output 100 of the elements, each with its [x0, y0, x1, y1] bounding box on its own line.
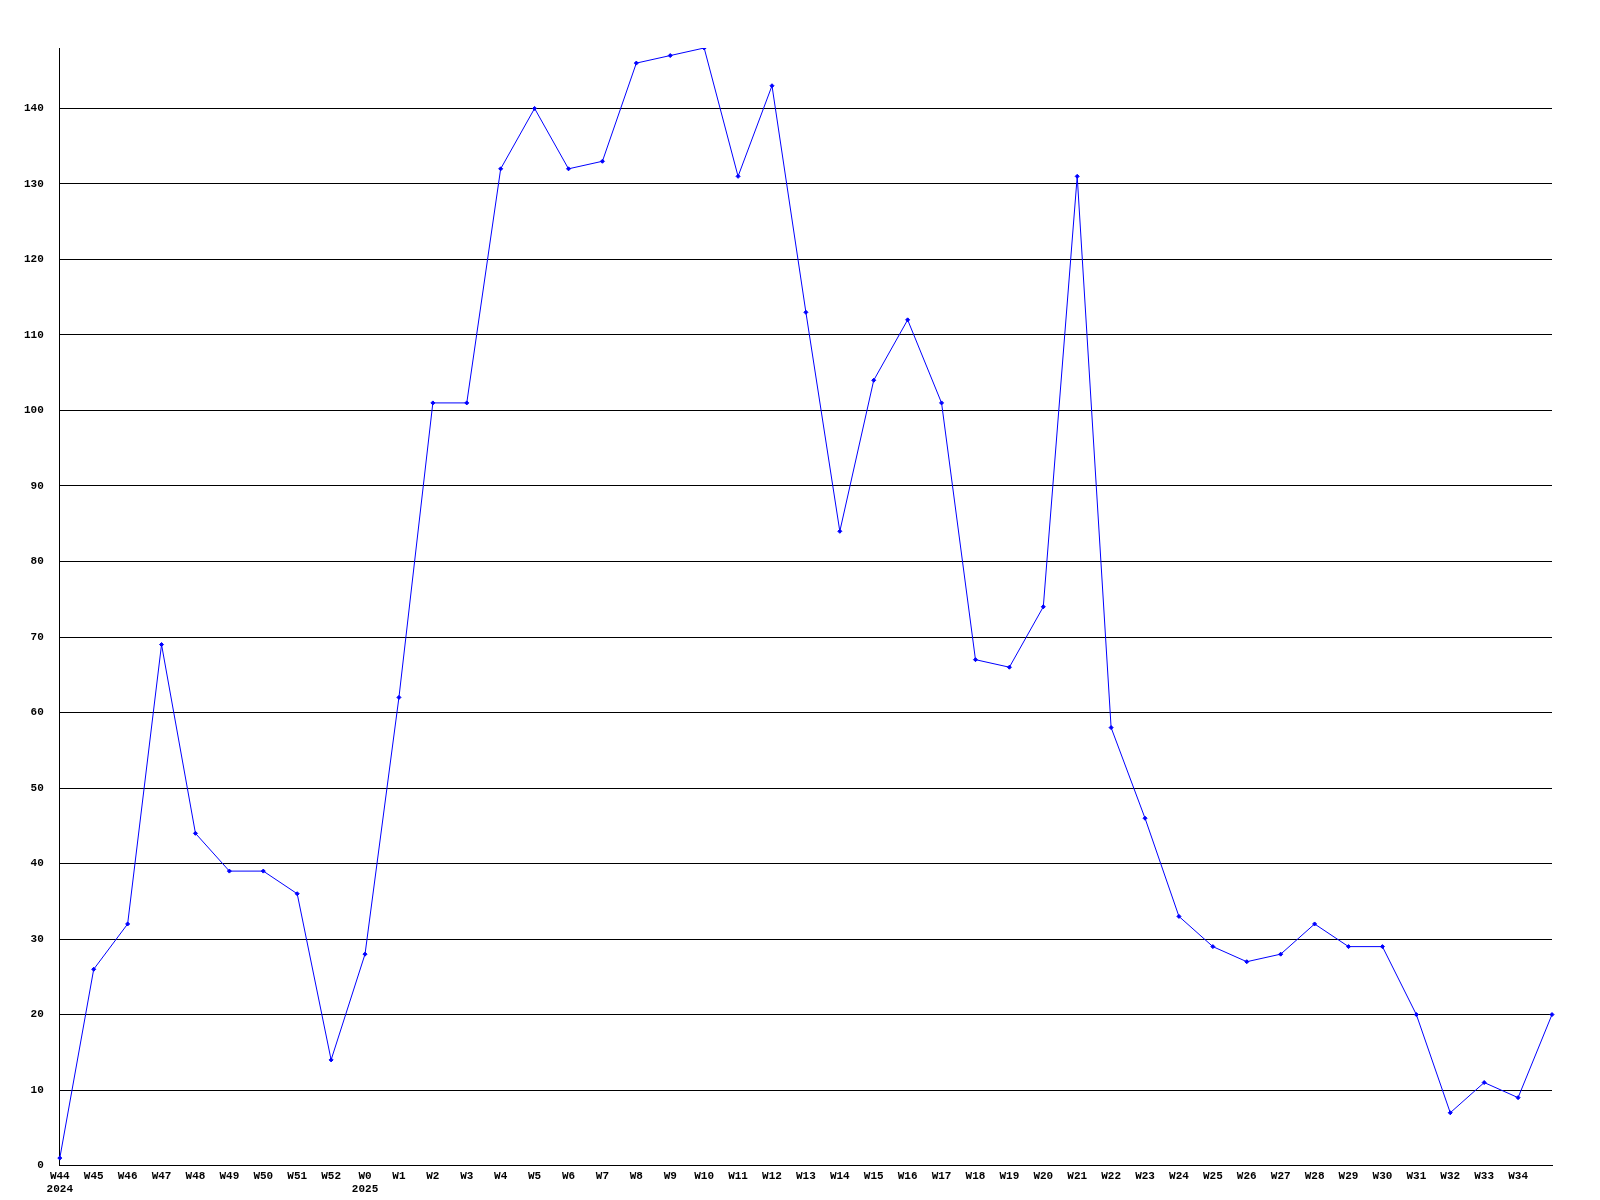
x-tick-label: W19	[999, 1169, 1020, 1182]
x-tick-label: W18	[965, 1169, 986, 1182]
x-tick-label: W21	[1067, 1169, 1088, 1182]
point	[57, 1155, 63, 1161]
point	[972, 657, 978, 663]
x-tick-label: W50	[253, 1169, 274, 1182]
x-tick-label: W27	[1270, 1169, 1291, 1182]
point	[464, 400, 470, 406]
point	[633, 60, 639, 66]
point	[735, 173, 741, 179]
point	[837, 528, 843, 534]
x-tick-label: W44 2024	[46, 1169, 74, 1196]
x-tick-label: W13	[796, 1169, 817, 1182]
x-tick-label: W23	[1135, 1169, 1156, 1182]
point	[939, 400, 945, 406]
x-tick-label: W0 2025	[351, 1169, 379, 1196]
x-tick-label: W8	[629, 1169, 644, 1182]
point	[1515, 1095, 1521, 1101]
y-tick-label: 10	[30, 1083, 44, 1096]
point	[1549, 1012, 1555, 1018]
x-tick-label: W10	[694, 1169, 715, 1182]
point	[91, 966, 97, 972]
point	[1379, 944, 1385, 950]
point	[1481, 1080, 1487, 1086]
y-tick-label: 40	[30, 857, 44, 870]
x-tick-label: W11	[728, 1169, 749, 1182]
x-tick-label: W26	[1236, 1169, 1257, 1182]
x-tick-label: W3	[460, 1169, 474, 1182]
point	[599, 158, 605, 164]
point	[1176, 913, 1182, 919]
x-tick-label: W33	[1474, 1169, 1495, 1182]
point	[498, 166, 504, 172]
y-tick-label: 110	[23, 328, 44, 341]
y-tick-label: 100	[23, 404, 44, 417]
x-tick-label: W2	[426, 1169, 440, 1182]
y-tick-label: 140	[23, 102, 44, 115]
point	[362, 951, 368, 957]
point	[159, 642, 165, 648]
point	[1447, 1110, 1453, 1116]
y-tick-label: 90	[30, 479, 44, 492]
point	[1074, 173, 1080, 179]
point	[1346, 944, 1352, 950]
y-tick-label: 130	[23, 177, 44, 190]
x-tick-label: W46	[117, 1169, 138, 1182]
x-tick-label: W47	[151, 1169, 172, 1182]
y-tick-label: 20	[30, 1008, 44, 1021]
x-tick-label: W32	[1440, 1169, 1461, 1182]
point	[566, 166, 572, 172]
x-tick-label: W14	[829, 1169, 851, 1182]
y-tick-label: 0	[37, 1159, 44, 1172]
x-tick-label: W22	[1101, 1169, 1122, 1182]
point	[192, 830, 198, 836]
point	[125, 921, 131, 927]
x-tick-label: W51	[287, 1169, 308, 1182]
x-tick-label: W6	[561, 1169, 576, 1182]
x-tick-label: W49	[219, 1169, 240, 1182]
x-tick-label: W30	[1372, 1169, 1393, 1182]
point	[430, 400, 436, 406]
point	[769, 83, 775, 89]
point	[396, 694, 402, 700]
x-tick-label: W45	[83, 1169, 105, 1182]
point	[1278, 951, 1284, 957]
point	[294, 891, 300, 897]
point	[260, 868, 266, 874]
point	[1006, 664, 1012, 670]
point	[328, 1057, 334, 1063]
x-tick-label: W28	[1304, 1169, 1325, 1182]
y-tick-label: 70	[30, 630, 44, 643]
y-tick-label: 120	[23, 253, 44, 266]
x-tick-label: W17	[931, 1169, 952, 1182]
point	[1244, 959, 1250, 965]
x-tick-label: W52	[321, 1169, 342, 1182]
x-tick-label: W48	[185, 1169, 206, 1182]
x-tick-label: W16	[897, 1169, 918, 1182]
x-tick-label: W9	[663, 1169, 677, 1182]
point	[1040, 604, 1046, 610]
x-tick-label: W4	[494, 1169, 508, 1182]
x-tick-label: W5	[527, 1169, 542, 1182]
y-tick-label: 80	[30, 555, 44, 568]
y-tick-label: 60	[30, 706, 44, 719]
y-tick-label: 50	[30, 781, 44, 794]
x-tick-label: W1	[392, 1169, 406, 1182]
point	[905, 317, 911, 323]
point	[1210, 944, 1216, 950]
x-tick-label: W29	[1338, 1169, 1359, 1182]
x-tick-label: W24	[1169, 1169, 1190, 1182]
x-tick-label: W34	[1508, 1169, 1529, 1182]
x-tick-label: W7	[595, 1169, 610, 1182]
point	[1413, 1012, 1419, 1018]
x-tick-label: W12	[762, 1169, 782, 1182]
y-tick-label: 30	[30, 932, 44, 945]
point	[1312, 921, 1318, 927]
point	[871, 377, 877, 383]
point	[1142, 815, 1148, 821]
x-tick-label: W31	[1406, 1169, 1427, 1182]
point	[803, 309, 809, 315]
x-tick-label: W20	[1033, 1169, 1054, 1182]
point	[1108, 725, 1114, 731]
point	[532, 105, 538, 111]
x-tick-label: W15	[863, 1169, 885, 1182]
